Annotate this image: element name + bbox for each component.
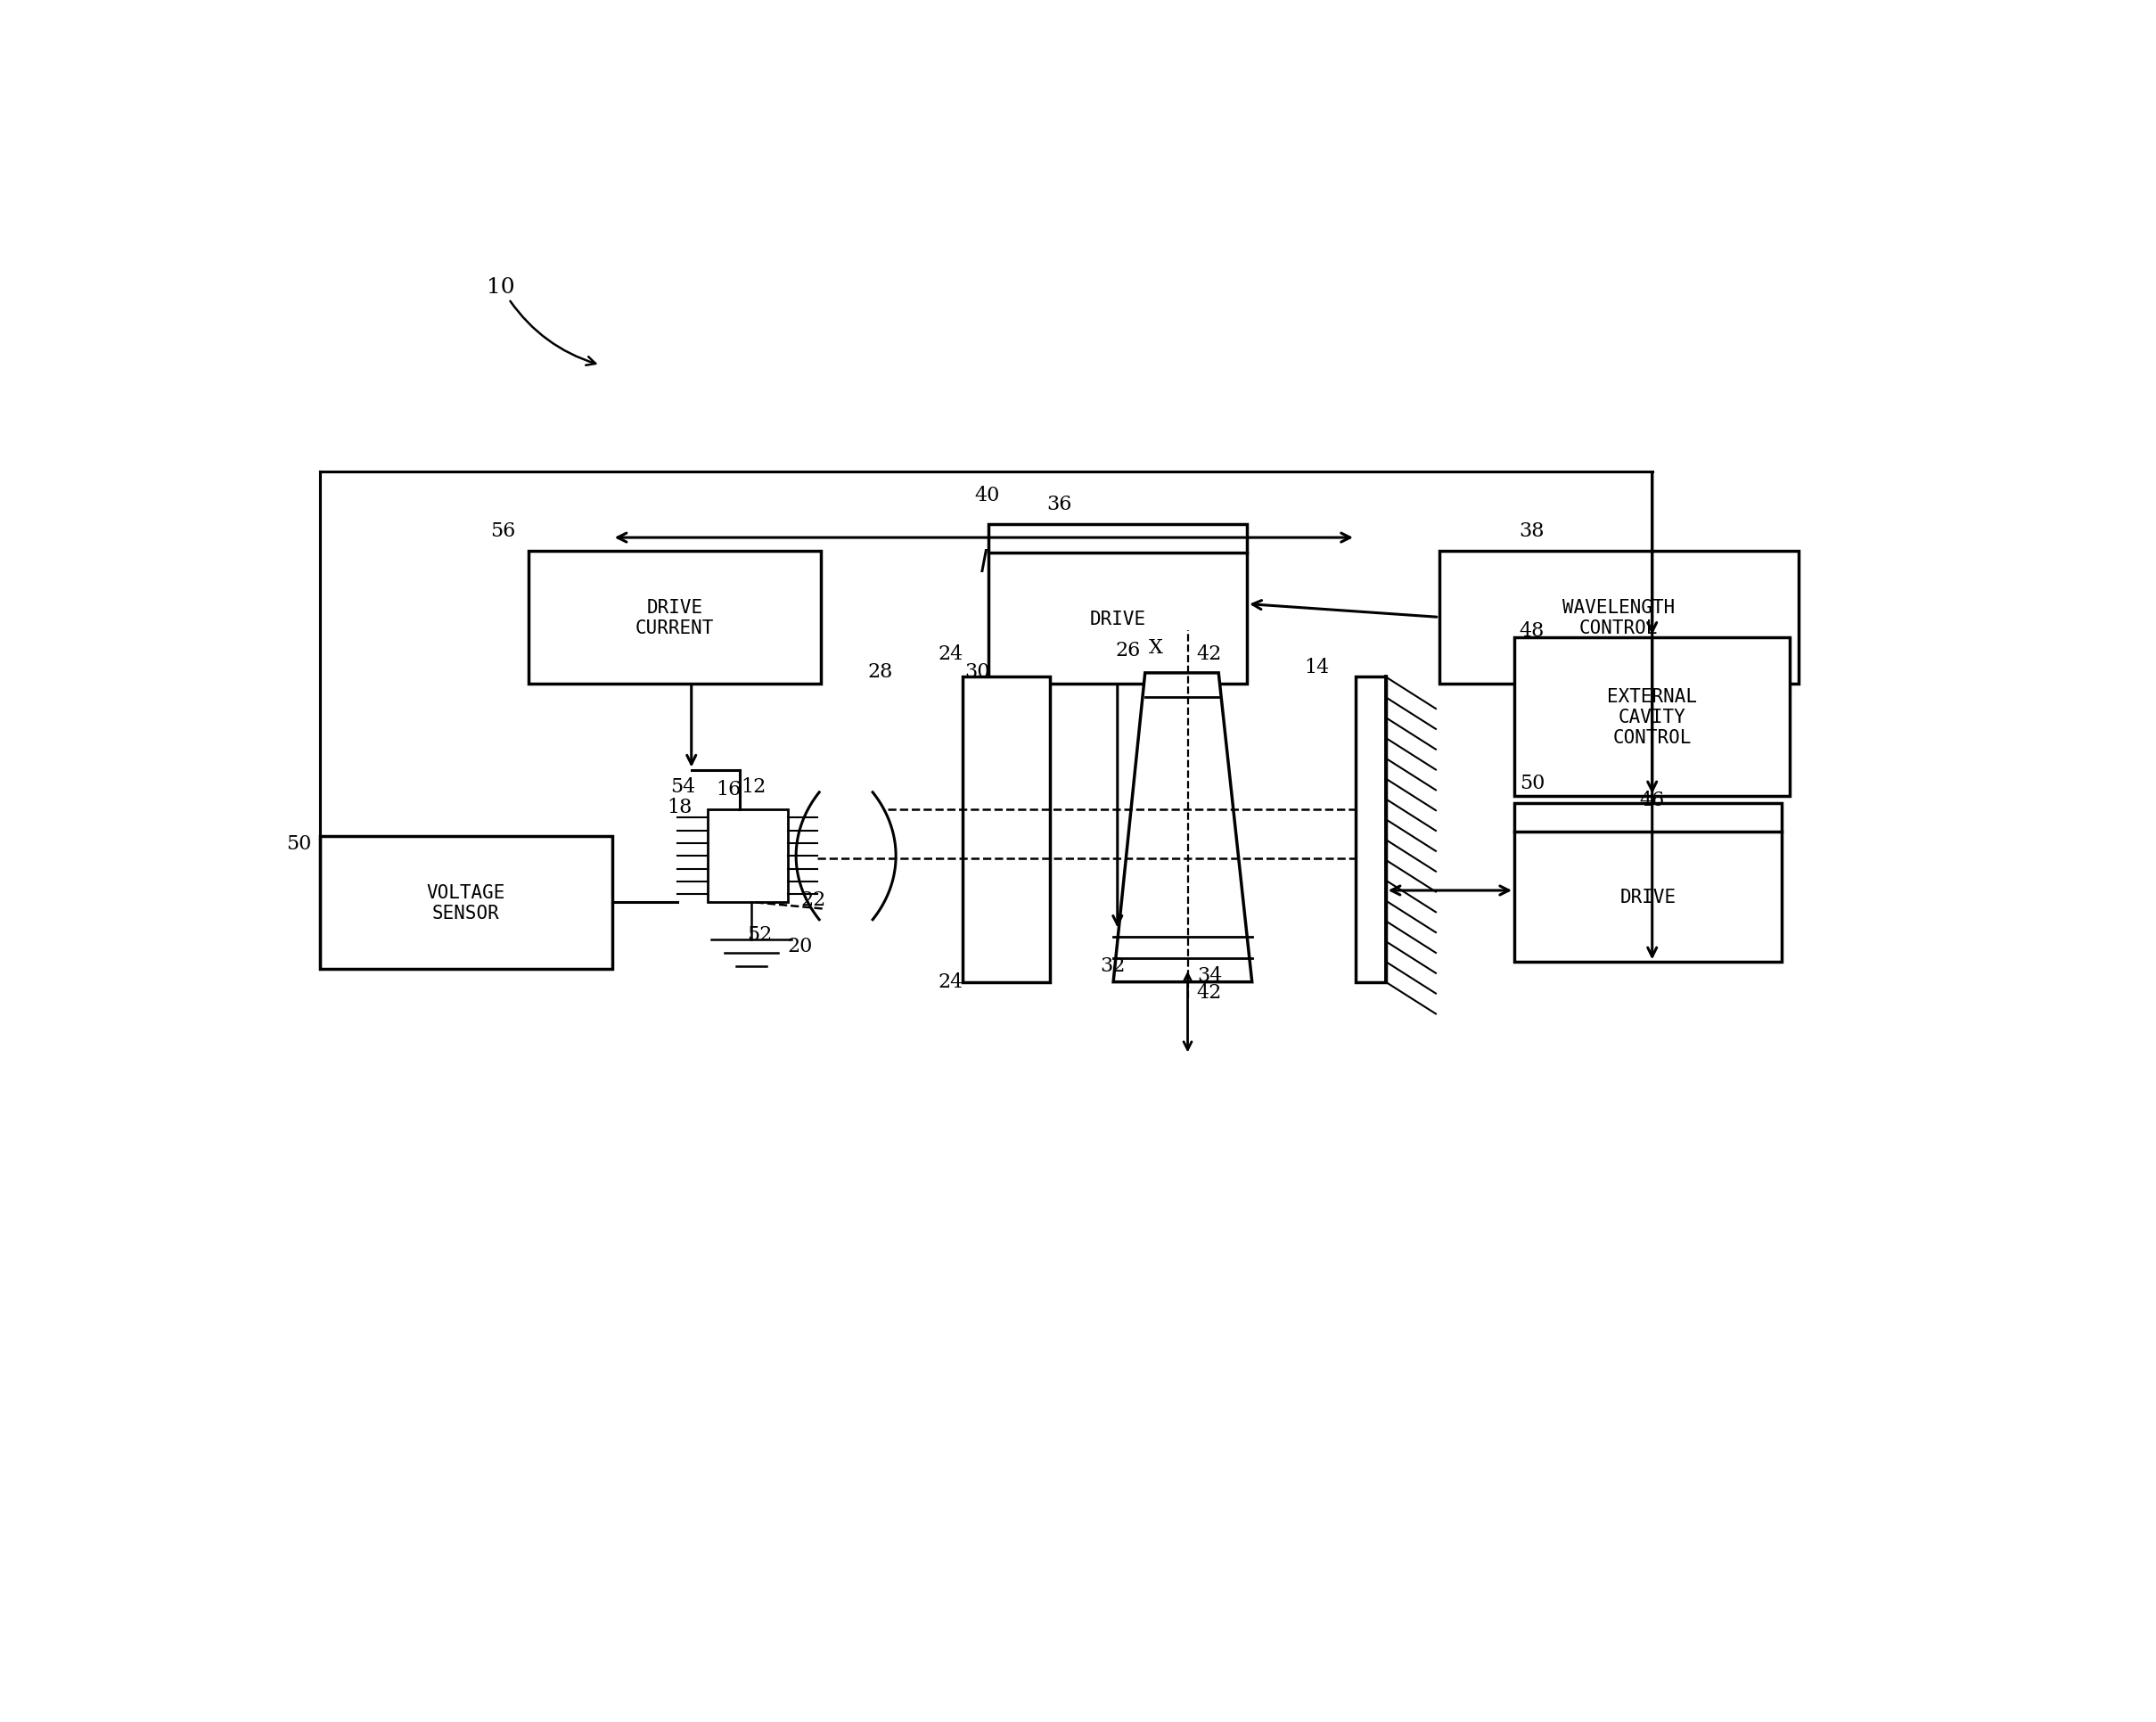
Text: DRIVE: DRIVE <box>1619 889 1675 906</box>
Bar <box>707 809 787 902</box>
Polygon shape <box>1112 673 1253 982</box>
Text: 28: 28 <box>867 661 893 682</box>
Bar <box>1440 551 1798 684</box>
Text: 48: 48 <box>1520 620 1544 641</box>
Text: 56: 56 <box>489 522 515 541</box>
Text: 30: 30 <box>964 661 990 682</box>
Text: 10: 10 <box>487 277 595 365</box>
Text: 52: 52 <box>748 925 772 944</box>
Text: DRIVE
CURRENT: DRIVE CURRENT <box>636 599 714 637</box>
Text: 42: 42 <box>1197 644 1222 665</box>
Text: 24: 24 <box>938 971 964 992</box>
Text: 40: 40 <box>975 486 1000 505</box>
Text: EXTERNAL
CAVITY
CONTROL: EXTERNAL CAVITY CONTROL <box>1606 687 1697 747</box>
Text: 16: 16 <box>716 780 742 799</box>
Text: 24: 24 <box>938 644 964 665</box>
Text: X: X <box>1149 637 1162 658</box>
Bar <box>1514 637 1789 797</box>
Bar <box>319 837 612 969</box>
Text: 36: 36 <box>1046 494 1072 515</box>
Bar <box>987 525 1246 684</box>
Text: 38: 38 <box>1520 522 1544 541</box>
Text: 34: 34 <box>1197 966 1222 985</box>
Text: 18: 18 <box>666 797 692 816</box>
Text: 14: 14 <box>1304 658 1328 677</box>
Text: 46: 46 <box>1639 790 1664 809</box>
Text: VOLTAGE
SENSOR: VOLTAGE SENSOR <box>427 883 505 921</box>
Bar <box>1514 802 1781 963</box>
Text: 32: 32 <box>1100 956 1125 976</box>
Text: 50: 50 <box>287 833 310 854</box>
Bar <box>964 677 1050 982</box>
Text: 22: 22 <box>800 890 826 909</box>
Text: 42: 42 <box>1197 983 1222 1002</box>
Text: 54: 54 <box>671 777 696 797</box>
Text: 20: 20 <box>787 937 813 956</box>
Bar <box>1356 677 1386 982</box>
Text: 26: 26 <box>1115 641 1141 660</box>
Text: 12: 12 <box>742 777 765 797</box>
Text: $l$: $l$ <box>979 549 990 579</box>
Text: WAVELENGTH
CONTROL: WAVELENGTH CONTROL <box>1563 599 1675 637</box>
Bar <box>528 551 821 684</box>
Text: 50: 50 <box>1520 773 1544 792</box>
Text: DRIVE: DRIVE <box>1089 610 1145 627</box>
